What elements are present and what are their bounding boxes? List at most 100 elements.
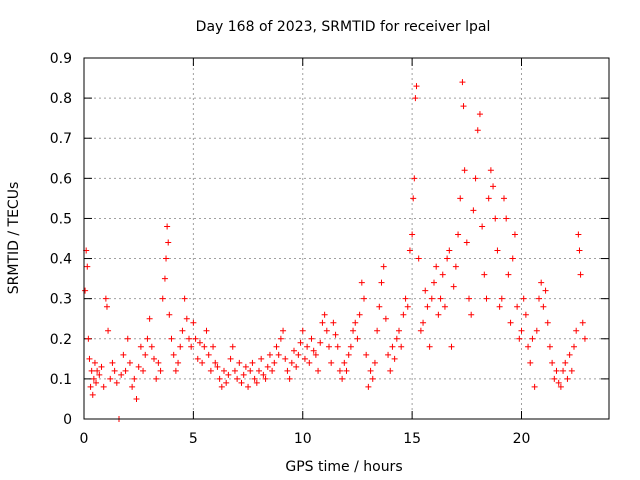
data-point	[231, 367, 238, 374]
data-point	[420, 319, 427, 326]
data-point	[310, 347, 317, 354]
data-point	[391, 355, 398, 362]
data-point	[113, 379, 120, 386]
data-point	[179, 327, 186, 334]
data-point	[387, 367, 394, 374]
data-point	[133, 395, 140, 402]
data-point	[258, 355, 265, 362]
data-point	[575, 231, 582, 238]
data-point	[389, 343, 396, 350]
data-point	[319, 319, 326, 326]
y-tick-label: 0.1	[50, 372, 72, 388]
x-tick-label: 0	[80, 431, 89, 447]
data-point	[352, 319, 359, 326]
y-tick-label: 0.4	[50, 252, 72, 268]
data-point	[398, 343, 405, 350]
data-point	[201, 343, 208, 350]
data-point	[84, 263, 91, 270]
data-point	[89, 391, 96, 398]
data-point	[159, 295, 166, 302]
data-point	[234, 375, 241, 382]
data-point	[203, 327, 210, 334]
data-point	[461, 167, 468, 174]
data-point	[107, 375, 114, 382]
data-point	[102, 295, 109, 302]
data-point	[293, 363, 300, 370]
data-point	[571, 343, 577, 350]
data-point	[536, 295, 542, 302]
data-point	[396, 327, 402, 334]
y-tick-label: 0.8	[50, 91, 72, 107]
data-point	[87, 383, 94, 390]
data-point	[284, 367, 291, 374]
data-point	[402, 295, 409, 302]
data-point	[551, 375, 558, 382]
data-point	[91, 359, 98, 366]
data-point	[120, 351, 127, 358]
data-point	[540, 303, 547, 310]
data-point	[161, 275, 168, 282]
data-point	[227, 355, 234, 362]
data-point	[404, 303, 411, 310]
data-point	[124, 335, 131, 342]
y-tick-label: 0.7	[50, 131, 72, 147]
data-point	[210, 343, 217, 350]
data-point	[334, 343, 341, 350]
data-point	[192, 335, 199, 342]
data-point	[291, 347, 297, 354]
data-point	[376, 303, 383, 310]
data-point	[323, 327, 330, 334]
data-point	[496, 303, 503, 310]
data-point	[282, 355, 289, 362]
data-point	[460, 103, 467, 110]
y-tick-label: 0	[63, 412, 72, 428]
data-point	[441, 303, 448, 310]
data-point	[308, 335, 315, 342]
data-point	[194, 355, 201, 362]
data-point	[448, 343, 455, 350]
data-point	[516, 335, 523, 342]
data-point	[142, 351, 149, 358]
data-point	[410, 195, 417, 202]
data-point	[93, 379, 100, 386]
data-point	[428, 295, 435, 302]
x-tick-label: 15	[403, 431, 421, 447]
data-point	[144, 335, 151, 342]
y-tick-label: 0.6	[50, 171, 72, 187]
data-point	[450, 283, 457, 290]
x-tick-label: 10	[294, 431, 312, 447]
data-point	[463, 239, 470, 246]
data-point	[406, 247, 413, 254]
data-point	[431, 279, 437, 286]
data-point	[577, 271, 584, 278]
data-point	[269, 367, 276, 374]
data-point	[487, 167, 494, 174]
data-point	[542, 287, 549, 294]
data-point	[148, 343, 155, 350]
data-point	[273, 343, 280, 350]
data-point	[247, 367, 254, 374]
data-point	[343, 367, 350, 374]
data-point	[223, 379, 230, 386]
data-point	[332, 331, 339, 338]
data-point	[361, 295, 367, 302]
data-point	[126, 359, 133, 366]
data-point	[417, 327, 424, 334]
data-point	[129, 383, 136, 390]
data-point	[435, 311, 442, 318]
data-point	[341, 359, 348, 366]
data-point	[472, 175, 479, 182]
data-point	[218, 383, 225, 390]
data-point	[299, 327, 306, 334]
data-point	[242, 363, 249, 370]
data-point	[479, 223, 486, 230]
data-point	[531, 383, 538, 390]
data-point	[151, 355, 157, 362]
data-point	[339, 375, 346, 382]
data-point	[96, 371, 103, 378]
data-point	[439, 271, 446, 278]
data-point	[555, 379, 562, 386]
data-point	[347, 343, 354, 350]
data-point	[522, 311, 529, 318]
data-point	[229, 343, 236, 350]
